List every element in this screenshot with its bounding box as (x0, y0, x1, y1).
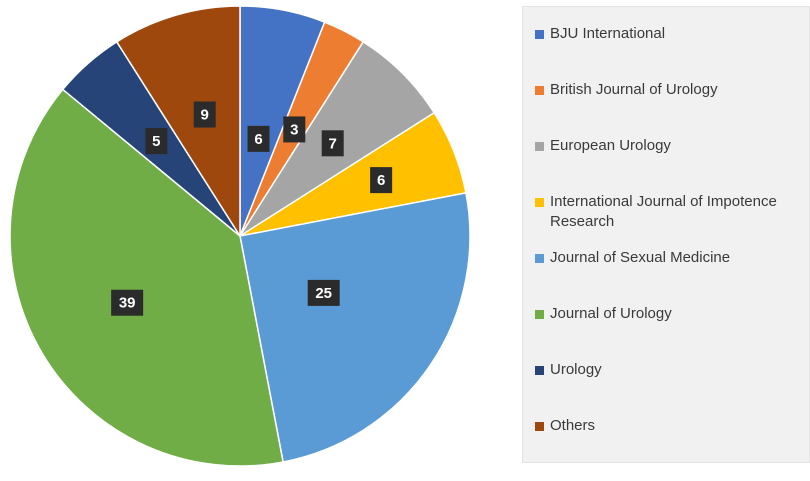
data-label: 5 (145, 128, 168, 155)
legend-item: British Journal of Urology (535, 80, 801, 100)
legend-label: European Urology (550, 137, 671, 154)
data-label-box (321, 130, 344, 157)
legend-item: Journal of Sexual Medicine (535, 248, 801, 268)
data-label-box (111, 289, 144, 316)
data-label: 3 (283, 116, 306, 143)
pie-chart: 6 3 7 6 25 39 5 9 (9, 5, 471, 467)
data-label-text: 9 (201, 107, 209, 124)
legend-swatch (535, 366, 544, 375)
legend-item: European Urology (535, 136, 801, 156)
legend-item: BJU International (535, 24, 801, 44)
data-label: 6 (370, 167, 393, 194)
data-label-box (307, 279, 340, 306)
legend-swatch (535, 422, 544, 431)
data-label: 9 (193, 101, 216, 128)
legend-label: International Journal of Impotence Resea… (550, 193, 777, 230)
data-label-box (247, 125, 270, 152)
data-labels: 6 3 7 6 25 39 5 9 (111, 101, 393, 316)
data-label: 7 (321, 130, 344, 157)
legend-swatch (535, 142, 544, 151)
data-label-text: 25 (315, 285, 332, 302)
legend-label: Journal of Sexual Medicine (550, 249, 731, 266)
data-label-box (370, 167, 393, 194)
legend-swatch (535, 86, 544, 95)
pie-slice-journal-of-urology (9, 88, 284, 467)
legend-swatch (535, 30, 544, 39)
data-label-text: 6 (254, 131, 262, 148)
legend-swatch (535, 254, 544, 263)
data-label-text: 5 (152, 133, 160, 150)
data-label-text: 39 (119, 295, 136, 312)
pie-slices (9, 5, 471, 467)
data-label-box (193, 101, 216, 128)
legend-swatch (535, 198, 544, 207)
legend-item: Journal of Urology (535, 304, 801, 324)
data-label-box (145, 128, 168, 155)
legend-item: Urology (535, 360, 801, 380)
legend-item: International Journal of Impotence Resea… (535, 192, 801, 232)
data-label-box (283, 116, 306, 143)
data-label: 6 (247, 125, 270, 152)
legend-label: Urology (550, 361, 602, 378)
legend-label: Journal of Urology (550, 305, 672, 322)
data-label-text: 6 (377, 172, 385, 189)
data-label: 39 (111, 289, 144, 316)
legend-label: Others (550, 417, 596, 434)
data-label-text: 3 (290, 121, 298, 138)
legend-swatch (535, 310, 544, 319)
pie-slice-journal-of-sexual-medicine (239, 192, 471, 463)
legend-item: Others (535, 416, 801, 436)
legend-label: British Journal of Urology (550, 81, 718, 98)
data-label: 25 (307, 279, 340, 306)
data-label-text: 7 (329, 135, 337, 152)
legend-label: BJU International (550, 25, 666, 42)
legend: BJU International British Journal of Urol… (522, 6, 810, 463)
pie-slice-others (115, 5, 241, 239)
